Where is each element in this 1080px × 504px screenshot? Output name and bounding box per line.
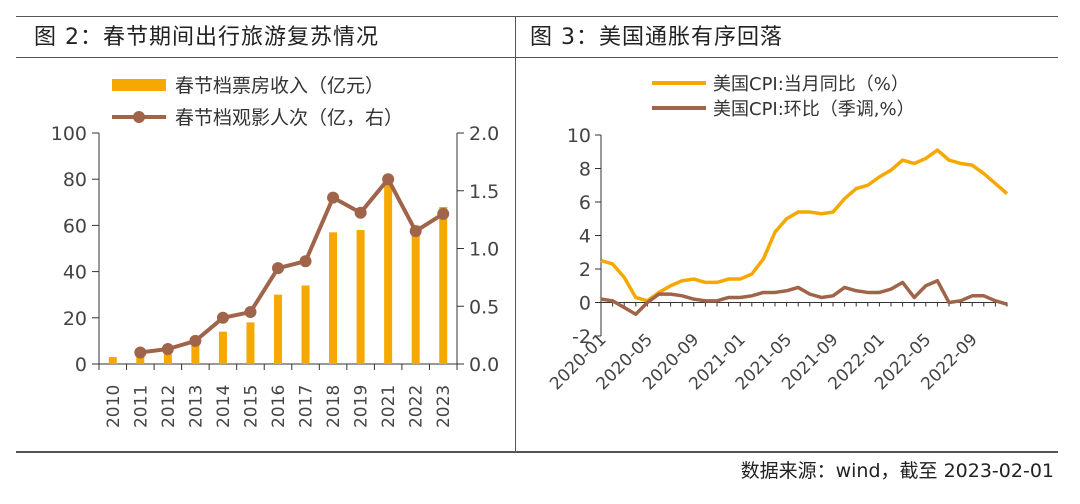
x-tick-label: 2017 [297, 385, 317, 428]
figure-frame [16, 16, 1058, 453]
legend-line-label: 春节档观影人次（亿，右） [175, 107, 403, 129]
attendance-point [216, 311, 229, 324]
x-tick-label: 2015 [241, 385, 261, 428]
legend-yoy-label: 美国CPI:当月同比（%） [713, 74, 909, 95]
box-office-bar [301, 285, 310, 364]
title-divider [16, 57, 1058, 58]
x-tick-label: 2014 [214, 385, 234, 428]
left-y-tick-label: 80 [63, 169, 87, 191]
x-tick-label: 2019 [352, 385, 372, 428]
right-y-tick-label: 0.0 [469, 354, 499, 376]
y-tick-label: 4 [579, 226, 591, 248]
attendance-line [140, 177, 445, 355]
attendance-point [134, 346, 147, 359]
box-office-bar [411, 225, 420, 364]
left-chart: 春节档票房收入（亿元） 春节档观影人次（亿，右） 0 20 40 60 80 100 0.0 0.… [51, 75, 499, 428]
cpi-yoy-line [600, 148, 1009, 303]
attendance-point [382, 173, 395, 186]
box-office-bar [246, 322, 255, 364]
left-y-tick-label: 100 [51, 123, 87, 145]
legend-line-marker [133, 111, 145, 123]
attendance-point [299, 255, 312, 268]
left-y-tick-label: 40 [63, 262, 87, 284]
box-office-bar [329, 232, 338, 364]
x-tick-label: 2013 [186, 385, 206, 428]
legend-bar-swatch [112, 79, 166, 91]
x-tick-label: 2021 [379, 385, 399, 428]
legend-mom-label: 美国CPI:环比（季调,%） [713, 99, 915, 120]
box-office-bar [439, 206, 448, 364]
left-y-tick-label: 0 [75, 354, 87, 376]
left-y-tick-label: 20 [63, 308, 87, 330]
y-tick-label: 2 [579, 259, 591, 281]
attendance-point [354, 206, 367, 219]
x-tick-label: 2022 [407, 385, 427, 428]
attendance-point [272, 262, 284, 275]
x-tick-label: 2011 [131, 385, 151, 428]
box-office-bar [191, 343, 200, 364]
x-tick-label: 2018 [324, 385, 344, 428]
box-office-bar [274, 294, 282, 364]
y-tick-label: -2 [572, 326, 591, 348]
box-office-bar [163, 352, 172, 364]
cpi-mom-line [600, 278, 1008, 316]
y-tick-label: 6 [579, 192, 591, 214]
box-office-bar [384, 183, 393, 364]
attendance-point [437, 207, 450, 220]
right-chart: 美国CPI:当月同比（%）美国CPI:环比（季调,%）-202468102020… [546, 74, 1009, 394]
right-y-tick-label: 0.5 [469, 296, 499, 318]
right-panel-title: 图 3：美国通胀有序回落 [530, 25, 783, 50]
right-y-tick-label: 2.0 [469, 123, 499, 145]
y-tick-label: 0 [579, 293, 591, 315]
x-tick-label: 2010 [104, 385, 124, 428]
attendance-point [327, 191, 340, 204]
y-tick-label: 10 [567, 125, 591, 147]
box-office-bar [136, 357, 145, 364]
box-office-bar [218, 331, 227, 364]
right-y-tick-label: 1.5 [469, 181, 499, 203]
box-office-bar [108, 357, 117, 364]
data-source-note: 数据来源：wind，截至 2023-02-01 [740, 460, 1054, 482]
panel-divider [515, 16, 516, 452]
legend-bar-label: 春节档票房收入（亿元） [175, 75, 384, 97]
attendance-point [244, 306, 257, 319]
x-tick-label: 2023 [434, 385, 454, 428]
attendance-point [409, 225, 422, 238]
y-tick-label: 8 [579, 159, 591, 181]
left-y-tick-label: 60 [63, 215, 87, 237]
x-tick-label: 2012 [159, 385, 179, 428]
box-office-bar [356, 230, 365, 364]
attendance-point [161, 342, 174, 355]
x-tick-label: 2016 [269, 385, 289, 428]
left-panel-title: 图 2：春节期间出行旅游复苏情况 [34, 25, 379, 50]
attendance-point [189, 334, 202, 347]
right-y-tick-label: 1.0 [469, 239, 499, 261]
